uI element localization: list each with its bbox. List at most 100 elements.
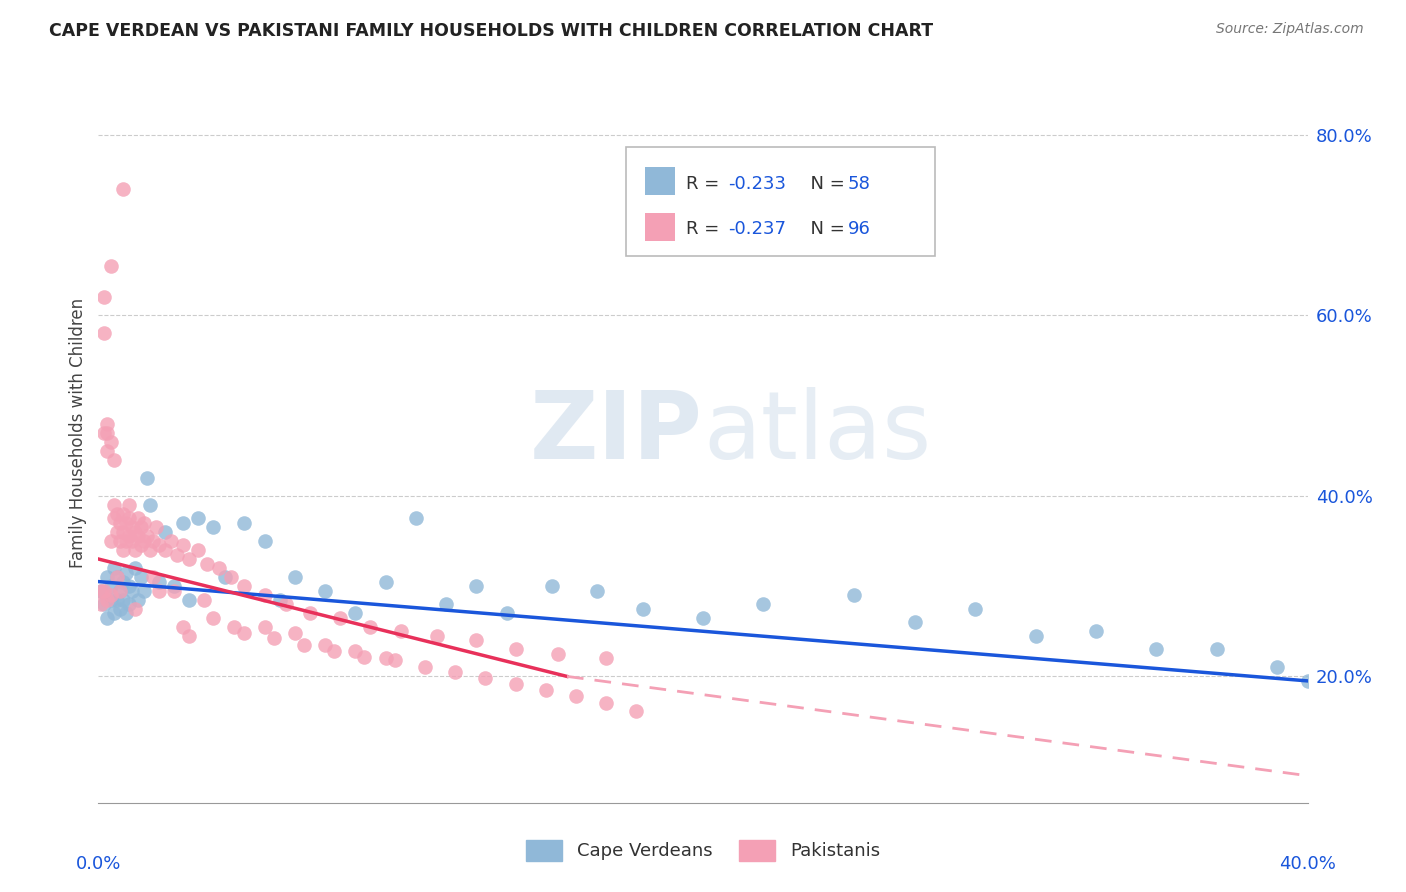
Point [96, 610, 118, 624]
Point [148, 574, 170, 589]
Text: 40.0%: 40.0% [1279, 855, 1336, 872]
Point [187, 543, 209, 558]
Point [108, 516, 131, 530]
Point [121, 583, 143, 598]
Point [626, 704, 648, 718]
Text: Source: ZipAtlas.com: Source: ZipAtlas.com [1216, 22, 1364, 37]
Point [118, 597, 141, 611]
Point [172, 539, 194, 553]
Text: atlas: atlas [703, 386, 931, 479]
Text: 58: 58 [848, 175, 870, 193]
Point [434, 597, 457, 611]
Point [214, 570, 236, 584]
Point [118, 579, 141, 593]
Point [389, 624, 412, 639]
Point [105, 524, 128, 539]
Point [904, 615, 927, 630]
Point [100, 533, 122, 548]
Point [163, 583, 186, 598]
Point [344, 644, 367, 658]
Point [374, 574, 396, 589]
Point [100, 588, 122, 602]
Point [172, 620, 194, 634]
Point [129, 570, 152, 584]
Point [127, 529, 149, 543]
Point [93, 597, 115, 611]
Legend: Cape Verdeans, Pakistanis: Cape Verdeans, Pakistanis [519, 832, 887, 868]
Point [103, 606, 125, 620]
Point [193, 592, 215, 607]
Point [148, 539, 170, 553]
Point [465, 579, 488, 593]
Point [752, 597, 775, 611]
Text: N =: N = [799, 175, 851, 193]
Point [124, 601, 146, 615]
Point [965, 601, 987, 615]
Point [284, 570, 307, 584]
Point [565, 690, 588, 704]
Point [1024, 629, 1046, 643]
Point [135, 529, 157, 543]
Point [179, 629, 201, 643]
Point [269, 592, 291, 607]
Point [105, 592, 128, 607]
Point [202, 520, 225, 534]
Point [93, 583, 115, 598]
Point [108, 583, 131, 598]
Point [96, 570, 118, 584]
Point [314, 638, 336, 652]
Point [118, 511, 141, 525]
Point [96, 443, 118, 458]
Point [284, 626, 307, 640]
Point [90, 583, 112, 598]
Point [100, 579, 122, 593]
Point [121, 533, 143, 548]
Point [253, 620, 276, 634]
Point [232, 579, 254, 593]
Point [111, 592, 134, 607]
Point [360, 620, 382, 634]
Point [208, 561, 231, 575]
Point [534, 682, 557, 697]
Point [153, 524, 176, 539]
Point [100, 259, 122, 273]
Text: R =: R = [686, 220, 725, 238]
Point [108, 533, 131, 548]
Point [586, 583, 609, 598]
Point [139, 498, 162, 512]
Point [139, 543, 162, 558]
Point [187, 511, 209, 525]
Text: 0.0%: 0.0% [76, 855, 121, 872]
Point [96, 425, 118, 440]
Point [1085, 624, 1108, 639]
Point [114, 533, 136, 548]
Point [232, 516, 254, 530]
Point [142, 533, 165, 548]
Point [132, 533, 155, 548]
Point [124, 561, 146, 575]
Point [90, 583, 112, 598]
Point [405, 511, 427, 525]
Text: -0.233: -0.233 [728, 175, 786, 193]
Point [166, 548, 188, 562]
Point [111, 524, 134, 539]
Point [179, 592, 201, 607]
Point [384, 653, 406, 667]
Point [132, 516, 155, 530]
Point [145, 520, 167, 534]
Point [505, 642, 527, 657]
Point [93, 425, 115, 440]
Point [299, 606, 322, 620]
Point [495, 606, 517, 620]
Point [353, 649, 375, 664]
Text: CAPE VERDEAN VS PAKISTANI FAMILY HOUSEHOLDS WITH CHILDREN CORRELATION CHART: CAPE VERDEAN VS PAKISTANI FAMILY HOUSEHO… [49, 22, 934, 40]
Point [100, 592, 122, 607]
Point [96, 592, 118, 607]
Point [108, 583, 131, 598]
Point [132, 583, 155, 598]
Point [111, 507, 134, 521]
Point [595, 697, 617, 711]
Text: ZIP: ZIP [530, 386, 703, 479]
Text: R =: R = [686, 175, 725, 193]
Point [108, 601, 131, 615]
